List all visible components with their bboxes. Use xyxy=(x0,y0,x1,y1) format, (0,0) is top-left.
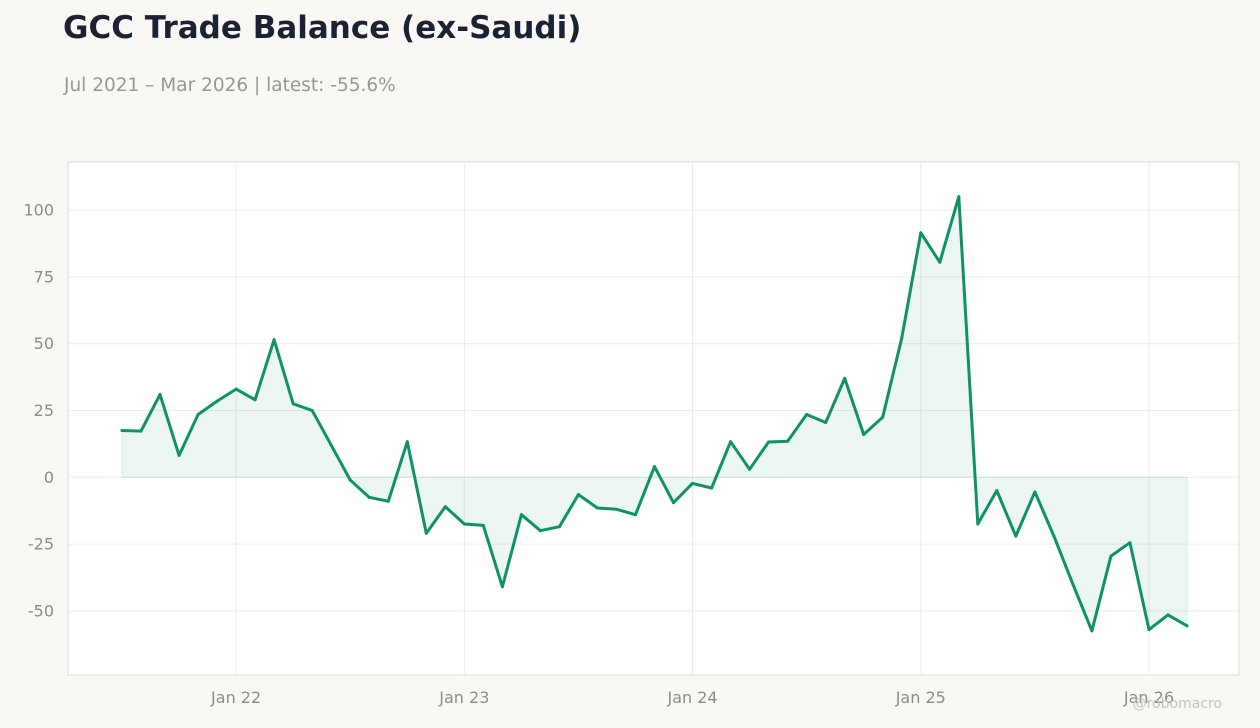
x-tick-label: Jan 26 xyxy=(1123,688,1174,707)
data-point xyxy=(272,338,276,342)
data-point xyxy=(748,467,752,471)
data-point xyxy=(424,531,428,535)
y-tick-label: 100 xyxy=(23,201,54,220)
data-point xyxy=(500,585,504,589)
data-point xyxy=(253,398,257,402)
data-point xyxy=(291,402,295,406)
x-tick-label: Jan 24 xyxy=(666,688,717,707)
y-tick-label: -50 xyxy=(28,601,54,620)
y-tick-label: 0 xyxy=(44,468,54,487)
data-point xyxy=(843,376,847,380)
data-point xyxy=(196,413,200,416)
data-point xyxy=(995,489,999,493)
x-tick-label: Jan 22 xyxy=(210,688,261,707)
data-point xyxy=(310,409,314,412)
data-point xyxy=(405,440,409,444)
x-axis-ticks: Jan 22 Jan 23 Jan 24 Jan 25 Jan 26 xyxy=(210,688,1174,707)
data-point xyxy=(900,336,904,340)
data-point xyxy=(976,522,980,526)
plot-area xyxy=(67,161,1240,676)
data-point xyxy=(367,495,371,499)
data-point xyxy=(957,195,961,199)
data-point xyxy=(634,513,637,517)
data-point xyxy=(824,421,828,424)
data-point xyxy=(215,399,219,403)
y-axis-ticks: -50 -25 0 25 50 75 100 xyxy=(23,201,54,621)
data-point xyxy=(1071,582,1075,586)
data-point xyxy=(1166,613,1170,617)
data-point xyxy=(1147,628,1151,632)
data-point xyxy=(576,493,580,497)
data-point xyxy=(462,522,466,526)
watermark: @robomacro xyxy=(1132,696,1222,712)
data-point xyxy=(329,443,333,447)
data-point xyxy=(557,525,561,529)
data-point xyxy=(386,499,390,503)
data-point xyxy=(120,429,124,432)
data-point xyxy=(938,260,942,264)
data-point xyxy=(1185,624,1189,628)
chart-subtitle: Jul 2021 – Mar 2026 | latest: -55.6% xyxy=(64,75,396,96)
data-point xyxy=(538,529,542,533)
data-point xyxy=(177,453,181,457)
x-tick-label: Jan 23 xyxy=(438,688,489,707)
y-tick-label: 50 xyxy=(34,334,54,353)
y-tick-label: -25 xyxy=(28,535,54,554)
data-point xyxy=(862,433,866,436)
data-point xyxy=(234,387,238,391)
data-point xyxy=(710,486,714,490)
data-point xyxy=(595,506,599,510)
data-point xyxy=(1090,629,1094,633)
data-point xyxy=(158,393,162,396)
data-point xyxy=(672,501,675,505)
data-point xyxy=(443,505,447,509)
data-point xyxy=(805,413,809,416)
data-point xyxy=(653,465,656,469)
grid-lines xyxy=(68,162,1239,675)
data-point xyxy=(1128,541,1132,545)
chart-title: GCC Trade Balance (ex-Saudi) xyxy=(63,10,582,46)
data-point xyxy=(519,513,523,517)
x-tick-label: Jan 25 xyxy=(895,688,946,707)
y-tick-label: 75 xyxy=(34,267,54,286)
data-point xyxy=(881,415,885,419)
data-point xyxy=(767,440,771,444)
data-point xyxy=(1052,534,1056,538)
data-point xyxy=(1109,554,1113,558)
data-points xyxy=(120,195,1189,633)
data-point xyxy=(786,439,790,443)
data-point xyxy=(615,507,618,511)
data-point xyxy=(1014,534,1018,538)
data-point xyxy=(919,231,923,235)
data-point xyxy=(729,440,733,444)
y-tick-label: 25 xyxy=(34,401,54,420)
data-point xyxy=(481,523,485,527)
data-point xyxy=(1033,490,1037,494)
data-point xyxy=(691,481,694,485)
data-point xyxy=(348,478,352,482)
data-point xyxy=(139,429,143,433)
